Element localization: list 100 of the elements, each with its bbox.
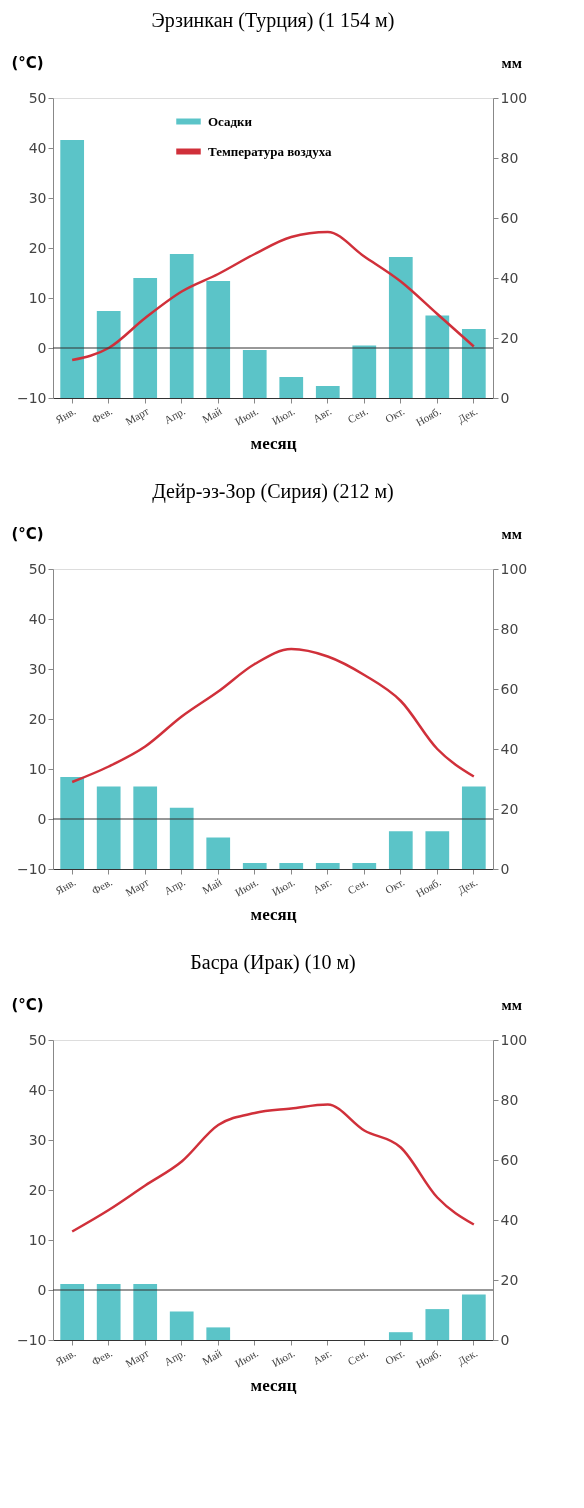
x-tick-label: Июн. bbox=[232, 404, 261, 428]
y-tick-label: 50 bbox=[28, 560, 47, 577]
y2-tick-label: 80 bbox=[500, 149, 519, 166]
x-tick-label: Март bbox=[123, 1346, 151, 1370]
bar bbox=[461, 1294, 486, 1340]
y-tick-label: 10 bbox=[28, 760, 47, 777]
x-tick-label: Июл. bbox=[269, 404, 297, 428]
bar bbox=[96, 311, 121, 398]
x-tick-label: Июн. bbox=[232, 875, 261, 899]
bar bbox=[279, 863, 304, 869]
y-axis-title: (°C) bbox=[11, 53, 44, 72]
bar bbox=[461, 786, 486, 869]
y2-tick-label: 80 bbox=[500, 1091, 519, 1108]
bar bbox=[60, 1283, 85, 1340]
y-tick-label: 40 bbox=[28, 1081, 47, 1098]
x-tick-label: Апр. bbox=[162, 404, 188, 427]
x-tick-label: Нояб. bbox=[413, 404, 444, 429]
y-tick-label: 30 bbox=[28, 660, 47, 677]
x-tick-label: Июл. bbox=[269, 1346, 297, 1370]
y-axis-title: (°C) bbox=[11, 995, 44, 1014]
y-tick-label: 10 bbox=[28, 1231, 47, 1248]
bar bbox=[315, 863, 340, 869]
y-tick-label: −10 bbox=[16, 389, 47, 406]
bar bbox=[133, 1283, 158, 1340]
legend-label: Осадки bbox=[208, 113, 253, 129]
y-tick-label: 20 bbox=[28, 1181, 47, 1198]
bar bbox=[352, 863, 377, 869]
y2-tick-label: 100 bbox=[500, 89, 528, 106]
x-tick-label: Май bbox=[199, 404, 224, 426]
x-tick-label: Дек. bbox=[455, 404, 480, 426]
x-tick-label: Янв. bbox=[53, 875, 78, 897]
x-tick-label: Янв. bbox=[53, 404, 78, 426]
x-tick-label: Дек. bbox=[455, 1346, 480, 1368]
x-axis-title: месяц bbox=[250, 1376, 297, 1396]
legend-label: Температура воздуха bbox=[208, 143, 332, 159]
bar bbox=[206, 281, 231, 398]
x-tick-label: Дек. bbox=[455, 875, 480, 897]
x-tick-label: Нояб. bbox=[413, 875, 444, 900]
y2-axis-title: мм bbox=[501, 996, 522, 1013]
x-tick-label: Нояб. bbox=[413, 1346, 444, 1371]
x-tick-label: Окт. bbox=[383, 1346, 407, 1367]
x-axis-title: месяц bbox=[250, 434, 297, 454]
y2-tick-label: 20 bbox=[500, 329, 519, 346]
bar bbox=[169, 807, 194, 869]
line-series bbox=[70, 647, 476, 784]
bar bbox=[133, 278, 158, 398]
bar bbox=[388, 257, 413, 398]
bar bbox=[242, 863, 267, 869]
y-tick-label: −10 bbox=[16, 860, 47, 877]
y-tick-label: 10 bbox=[28, 289, 47, 306]
y2-tick-label: 60 bbox=[500, 209, 519, 226]
y2-axis-title: мм bbox=[501, 54, 522, 71]
x-tick-label: Апр. bbox=[162, 875, 188, 898]
y-tick-label: 20 bbox=[28, 710, 47, 727]
x-tick-label: Фев. bbox=[89, 1346, 115, 1368]
bar bbox=[279, 377, 304, 398]
x-tick-label: Авг. bbox=[310, 875, 334, 896]
y2-tick-label: 40 bbox=[500, 740, 519, 757]
bar bbox=[60, 140, 85, 398]
line-series bbox=[70, 230, 476, 362]
y2-tick-label: 100 bbox=[500, 560, 528, 577]
x-tick-label: Авг. bbox=[310, 1346, 334, 1367]
y-tick-label: 50 bbox=[28, 1031, 47, 1048]
x-tick-label: Авг. bbox=[310, 404, 334, 425]
bar bbox=[96, 786, 121, 869]
bar bbox=[425, 831, 450, 869]
bar bbox=[242, 350, 267, 398]
bar bbox=[60, 776, 85, 869]
x-tick-label: Май bbox=[199, 1346, 224, 1368]
x-tick-label: Март bbox=[123, 404, 151, 428]
bar bbox=[425, 315, 450, 398]
x-tick-label: Окт. bbox=[383, 404, 407, 425]
x-tick-label: Фев. bbox=[89, 875, 115, 897]
x-tick-label: Сен. bbox=[345, 404, 370, 426]
y2-tick-label: 40 bbox=[500, 269, 519, 286]
x-tick-label: Янв. bbox=[53, 1346, 78, 1368]
x-tick-label: Сен. bbox=[345, 875, 370, 897]
y2-axis-title: мм bbox=[501, 525, 522, 542]
y2-tick-label: 100 bbox=[500, 1031, 528, 1048]
y-tick-label: 40 bbox=[28, 139, 47, 156]
chart-title: Эрзинкан (Турция) (1 154 м) bbox=[151, 9, 395, 32]
bar bbox=[206, 1327, 231, 1340]
x-tick-label: Апр. bbox=[162, 1346, 188, 1369]
bar bbox=[315, 386, 340, 398]
x-tick-label: Июн. bbox=[232, 1346, 261, 1370]
bar bbox=[96, 1283, 121, 1340]
x-tick-label: Сен. bbox=[345, 1346, 370, 1368]
y-tick-label: 0 bbox=[37, 810, 47, 827]
y2-tick-label: 60 bbox=[500, 680, 519, 697]
y2-tick-label: 0 bbox=[500, 389, 510, 406]
y-tick-label: 20 bbox=[28, 239, 47, 256]
y-tick-label: −10 bbox=[16, 1331, 47, 1348]
bar bbox=[169, 1311, 194, 1340]
y2-tick-label: 0 bbox=[500, 1331, 510, 1348]
x-tick-label: Окт. bbox=[383, 875, 407, 896]
y-tick-label: 30 bbox=[28, 1131, 47, 1148]
x-tick-label: Фев. bbox=[89, 404, 115, 426]
y2-tick-label: 20 bbox=[500, 800, 519, 817]
y2-tick-label: 80 bbox=[500, 620, 519, 637]
bar bbox=[425, 1309, 450, 1340]
